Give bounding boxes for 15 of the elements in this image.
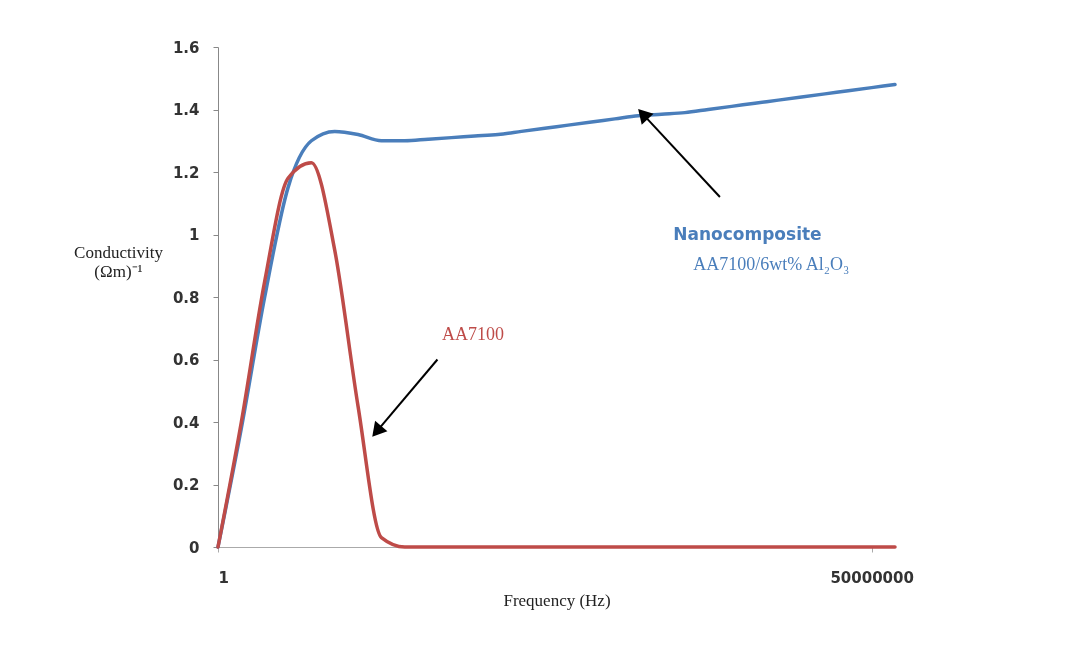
y-tick-label: 1.4 [172,101,200,119]
y-tick-label: 1 [189,226,200,244]
text: AA7100 [442,323,505,344]
y-tick-label: 0.6 [172,351,200,369]
y-tick-label: 0.4 [172,413,200,432]
text: Nanocomposite AA7100/6wt% Al₂O₃ [673,223,850,274]
y-tick-label: 0 [189,538,200,557]
line-series [216,160,897,549]
x-tick-label: 50000000 [830,568,914,587]
y-tick-label: 0.2 [172,476,200,494]
y-tick-label: 1.2 [172,163,200,182]
y-tick-label: 1.6 [172,38,200,57]
y-tick-label: 0.8 [172,288,200,307]
x-axis-title: Frequency (Hz) [503,590,611,610]
y-axis-title: Conductivity (Ωm)⁻¹ [74,242,164,281]
